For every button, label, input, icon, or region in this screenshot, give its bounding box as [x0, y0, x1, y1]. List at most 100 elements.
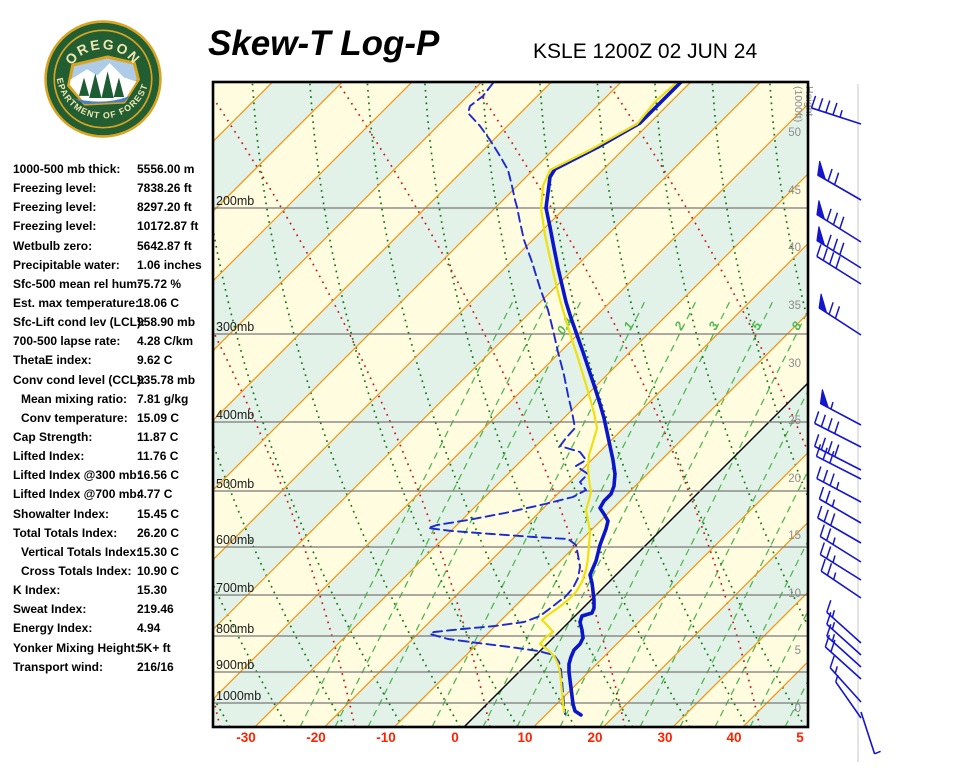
- index-row: Sweat Index: 219.46: [13, 600, 213, 619]
- index-row: Sfc-500 mean rel hum: 75.72 %: [13, 275, 213, 294]
- temp-axis-label: -30: [236, 730, 256, 745]
- index-row: Est. max temperature: 18.06 C: [13, 294, 213, 313]
- index-label: Sfc-Lift cond lev (LCL):: [13, 315, 145, 330]
- wind-barb: [818, 293, 862, 336]
- index-row: Freezing level: 7838.26 ft: [13, 179, 213, 198]
- dry-adiabats: [213, 82, 808, 727]
- index-row: Vertical Totals Index: 15.30 C: [13, 543, 213, 562]
- wind-barb: [826, 611, 862, 656]
- wind-barb: [819, 389, 862, 426]
- plot-border: [211, 80, 810, 729]
- index-row: Freezing level: 8297.20 ft: [13, 198, 213, 217]
- index-value: 15.09 C: [137, 410, 180, 425]
- index-label: 1000-500 mb thick:: [13, 162, 121, 176]
- index-label: Total Totals Index:: [13, 525, 118, 540]
- index-label: Energy Index:: [13, 621, 93, 636]
- index-label: Est. max temperature:: [13, 295, 140, 310]
- index-value: 7.81 g/kg: [137, 391, 189, 406]
- temperature-curve: [544, 82, 683, 717]
- index-label: Cap Strength:: [13, 429, 93, 444]
- index-value: 958.90 mb: [137, 315, 196, 330]
- index-value: 5556.00 m: [137, 162, 195, 176]
- index-label: Precipitable water:: [13, 257, 120, 272]
- index-label: Transport wind:: [13, 659, 103, 674]
- index-row: Cross Totals Index: 10.90 C: [13, 562, 213, 581]
- height-label: 45: [788, 185, 801, 197]
- index-row: Lifted Index @300 mb: 16.56 C: [13, 466, 213, 485]
- index-row: Total Totals Index: 26.20 C: [13, 524, 213, 543]
- index-value: 15.30: [137, 583, 168, 598]
- wind-barb: [816, 200, 862, 243]
- pressure-label: 800mb: [216, 622, 254, 636]
- temp-axis-label: 30: [657, 730, 672, 745]
- index-label: Wetbulb zero:: [13, 238, 93, 253]
- index-label: 700-500 lapse rate:: [13, 334, 121, 349]
- wind-barb: [816, 466, 862, 503]
- pressure-label: 700mb: [216, 581, 254, 595]
- wind-barb: [818, 486, 862, 524]
- temp-axis-label: 20: [587, 730, 602, 745]
- index-row: Transport wind: 216/16: [13, 658, 213, 677]
- temp-axis-label: 5: [796, 730, 804, 745]
- index-value: 15.30 C: [137, 544, 180, 559]
- index-row: Lifted Index @700 mb: 4.77 C: [13, 485, 213, 504]
- index-value: 18.06 C: [137, 295, 180, 310]
- wind-barb: [860, 711, 881, 755]
- index-value: 10.90 C: [137, 563, 180, 578]
- height-label: 5: [795, 645, 801, 657]
- index-value: 75.72 %: [137, 276, 182, 291]
- height-label: 0: [795, 703, 801, 715]
- index-row: Wetbulb zero: 5642.87 ft: [13, 237, 213, 256]
- wind-barb: [820, 558, 862, 599]
- index-value: 935.78 mb: [137, 372, 196, 387]
- temp-axis-label: 10: [517, 730, 532, 745]
- index-label: Freezing level:: [13, 181, 97, 196]
- index-label: Yonker Mixing Height:: [13, 640, 139, 655]
- height-label: 40: [788, 242, 801, 254]
- wind-barb: [813, 434, 862, 471]
- pressure-label: 500mb: [216, 477, 254, 491]
- index-row: Precipitable water: 1.06 inches: [13, 256, 213, 275]
- height-label: 25: [788, 415, 801, 427]
- temp-axis-label: -10: [376, 730, 396, 745]
- index-row: Cap Strength: 11.87 C: [13, 428, 213, 447]
- temperature-axis-labels: -30 -20 -10 0 10 20 30 40 5: [236, 730, 804, 745]
- height-label: 15: [788, 530, 801, 542]
- index-value: 4.28 C/km: [137, 334, 194, 349]
- height-label: 30: [788, 358, 801, 370]
- wind-barb: [819, 524, 862, 563]
- odf-logo: OREGON DEPARTMENT OF FORESTRY: [44, 18, 162, 138]
- index-row: 700-500 lapse rate: 4.28 C/km: [13, 332, 213, 351]
- index-label: Sweat Index:: [13, 602, 87, 617]
- index-value: 4.94: [137, 621, 161, 636]
- station-datetime: KSLE 1200Z 02 JUN 24: [533, 40, 758, 63]
- index-value: 15.45 C: [137, 506, 180, 521]
- pressure-label: 900mb: [216, 658, 254, 672]
- index-value: 8297.20 ft: [137, 200, 192, 215]
- wind-barb: [826, 599, 862, 644]
- temp-axis-label: -20: [306, 730, 326, 745]
- index-label: Showalter Index:: [13, 506, 110, 521]
- pressure-label: 600mb: [216, 533, 254, 547]
- index-value: 216/16: [137, 659, 174, 674]
- index-value: 7838.26 ft: [137, 181, 192, 196]
- index-row: Conv temperature: 15.09 C: [13, 409, 213, 428]
- index-label: Freezing level:: [13, 200, 97, 215]
- height-label: 20: [788, 473, 801, 485]
- index-value: 9.62 C: [137, 353, 173, 368]
- pressure-label: 300mb: [216, 320, 254, 334]
- index-row: 1000-500 mb thick: 5556.00 m: [13, 160, 213, 179]
- temp-axis-label: 0: [451, 730, 459, 745]
- pressure-label: 200mb: [216, 194, 254, 208]
- index-row: Conv cond level (CCL): 935.78 mb: [13, 371, 213, 390]
- index-label: Vertical Totals Index:: [21, 544, 141, 559]
- index-row: Freezing level: 10172.87 ft: [13, 217, 213, 236]
- wind-barb: [826, 623, 862, 668]
- pressure-label: 1000mb: [216, 689, 261, 703]
- wind-barb: [810, 95, 862, 125]
- height-label: 35: [788, 300, 801, 312]
- index-label: Mean mixing ratio:: [21, 391, 128, 406]
- height-label: 50: [788, 127, 801, 139]
- dewpoint-curve: [427, 82, 589, 715]
- index-value: 10172.87 ft: [137, 219, 199, 234]
